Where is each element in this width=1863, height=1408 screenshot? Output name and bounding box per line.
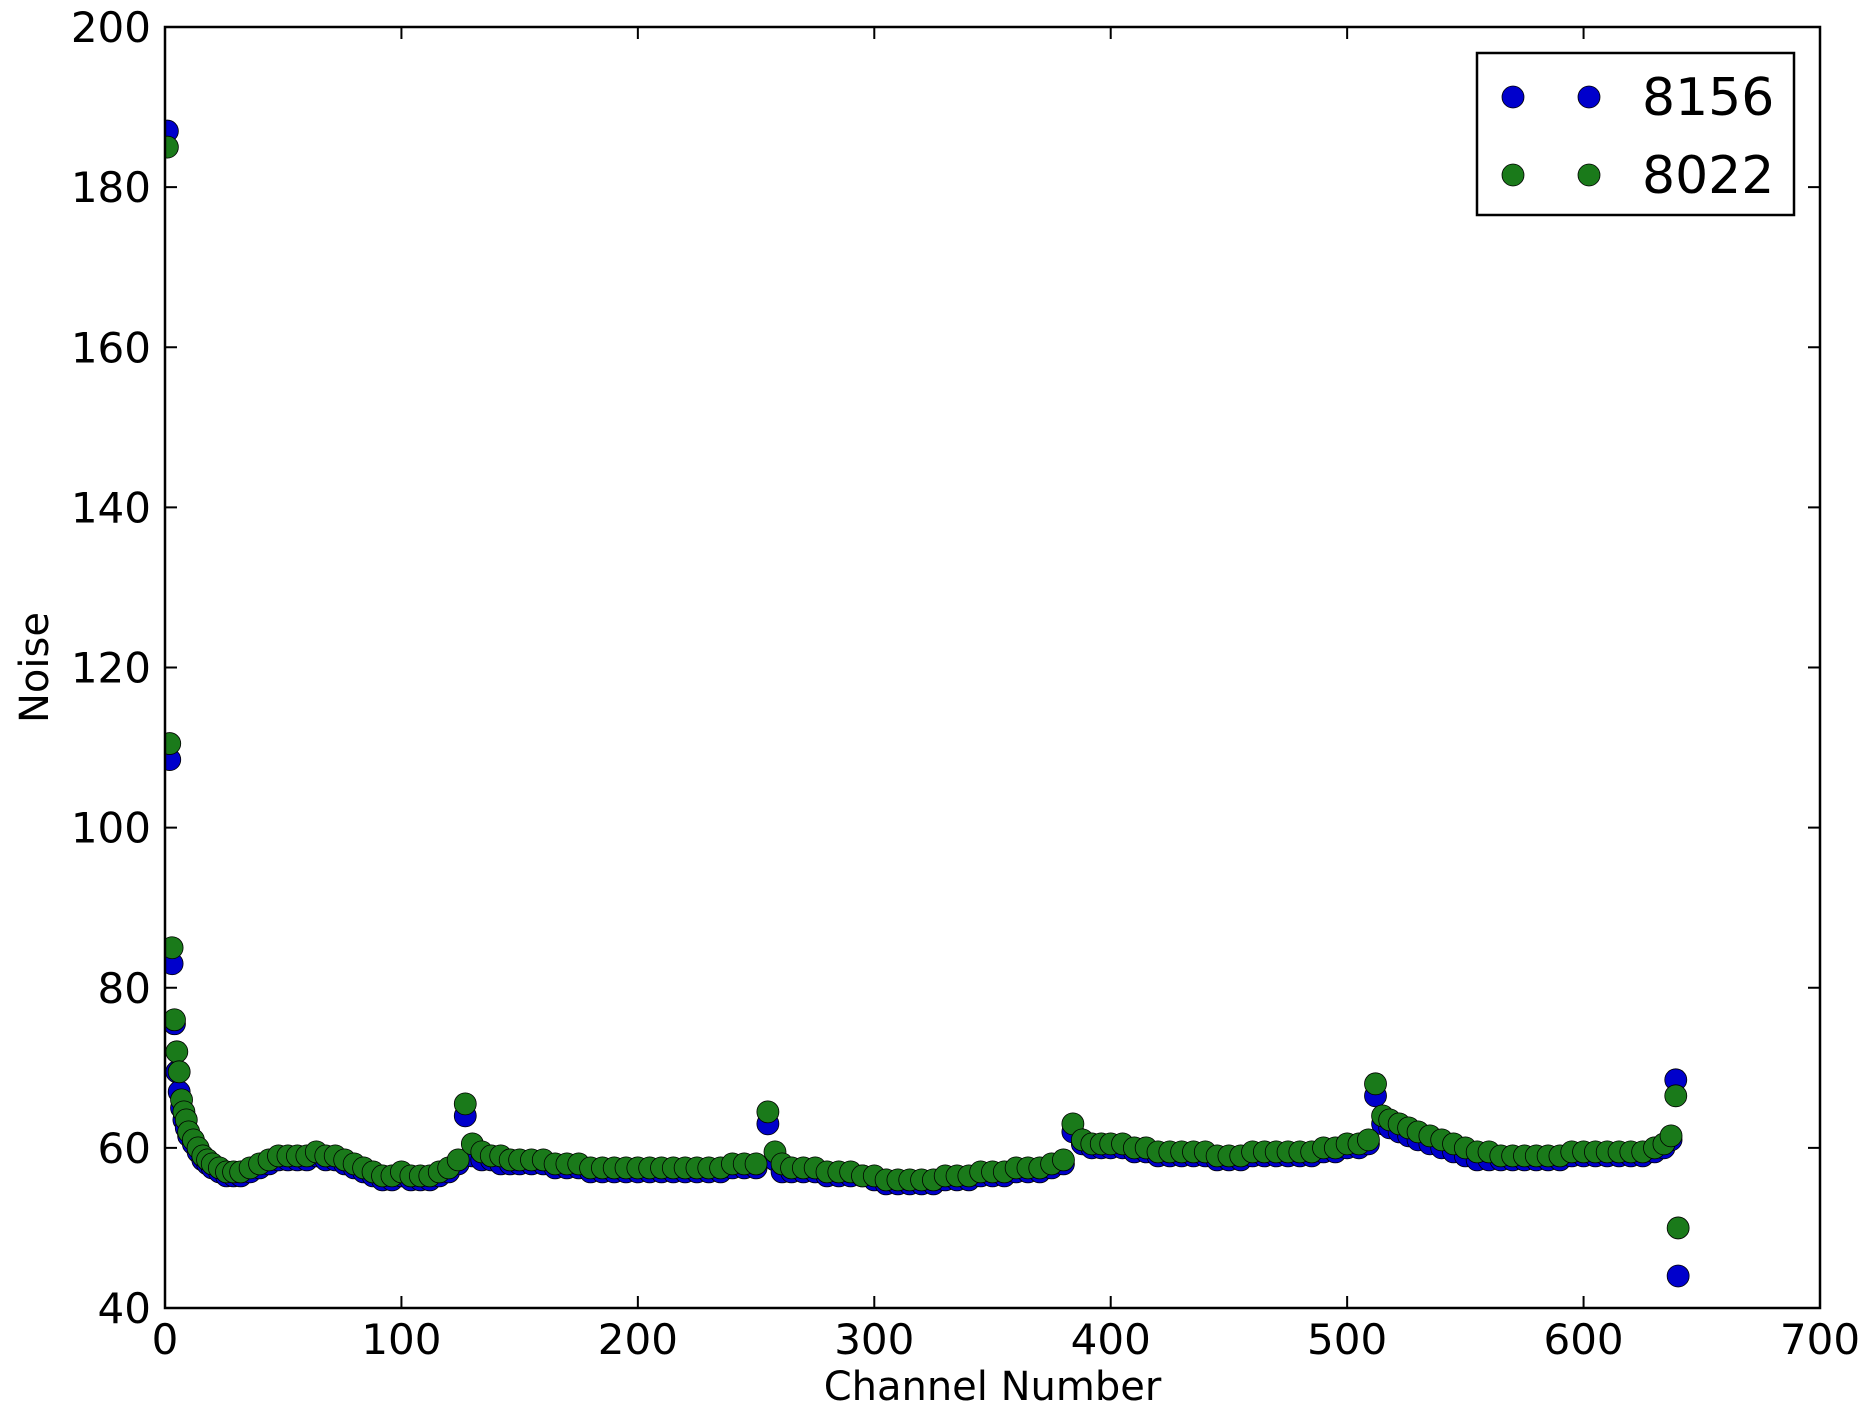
- data-points-layer: [165, 119, 1690, 1288]
- legend: 8156 8022: [1475, 51, 1796, 217]
- x-tick-label: 700: [1780, 1315, 1860, 1364]
- y-tick-label: 80: [98, 964, 151, 1013]
- y-tick-label: 140: [71, 483, 151, 532]
- data-point: [165, 732, 182, 755]
- x-tick-label: 200: [598, 1315, 678, 1364]
- y-tick-label: 200: [71, 3, 151, 52]
- data-point: [446, 1148, 470, 1172]
- y-tick-label: 120: [71, 644, 151, 693]
- y-tick-label: 100: [71, 804, 151, 853]
- legend-marker-series-1: [1501, 85, 1525, 109]
- legend-marker-series-1: [1577, 85, 1601, 109]
- legend-marker-series-2: [1577, 163, 1601, 187]
- data-point: [1052, 1148, 1075, 1172]
- data-point: [453, 1092, 477, 1116]
- y-axis-label: Noise: [12, 612, 58, 723]
- x-tick-label: 300: [834, 1315, 914, 1364]
- data-point: [1364, 1072, 1387, 1096]
- x-tick-label: 0: [152, 1315, 179, 1364]
- data-point: [1659, 1124, 1683, 1148]
- data-point: [1666, 1216, 1690, 1240]
- y-tick-label: 180: [71, 163, 151, 212]
- data-point: [744, 1152, 768, 1176]
- y-tick-label: 60: [98, 1124, 151, 1173]
- x-tick-label: 500: [1307, 1315, 1387, 1364]
- x-axis-label: Channel Number: [824, 1364, 1162, 1408]
- x-tick-label: 100: [361, 1315, 441, 1364]
- y-tick-label: 160: [71, 323, 151, 372]
- ticks-layer: [164, 26, 1821, 1309]
- data-point: [165, 1008, 186, 1032]
- legend-marker-series-2: [1501, 163, 1525, 187]
- data-point: [165, 135, 179, 159]
- y-tick-label: 40: [98, 1284, 151, 1333]
- data-point: [1664, 1084, 1688, 1108]
- data-point: [756, 1100, 780, 1124]
- data-point: [165, 936, 184, 960]
- legend-label-series-2: 8022: [1642, 146, 1774, 206]
- data-point: [167, 1060, 191, 1084]
- data-point: [1357, 1128, 1380, 1152]
- x-tick-label: 600: [1543, 1315, 1623, 1364]
- legend-box: [1475, 51, 1796, 217]
- tick-labels-layer: 0 100 200 300 400 500 600 700 40 60 80 100 120 140 160…: [71, 3, 1860, 1364]
- data-point: [165, 1040, 189, 1064]
- series-2-points: [165, 135, 1690, 1240]
- legend-label-series-1: 8156: [1642, 68, 1774, 128]
- x-tick-label: 400: [1071, 1315, 1151, 1364]
- data-point: [1666, 1264, 1690, 1288]
